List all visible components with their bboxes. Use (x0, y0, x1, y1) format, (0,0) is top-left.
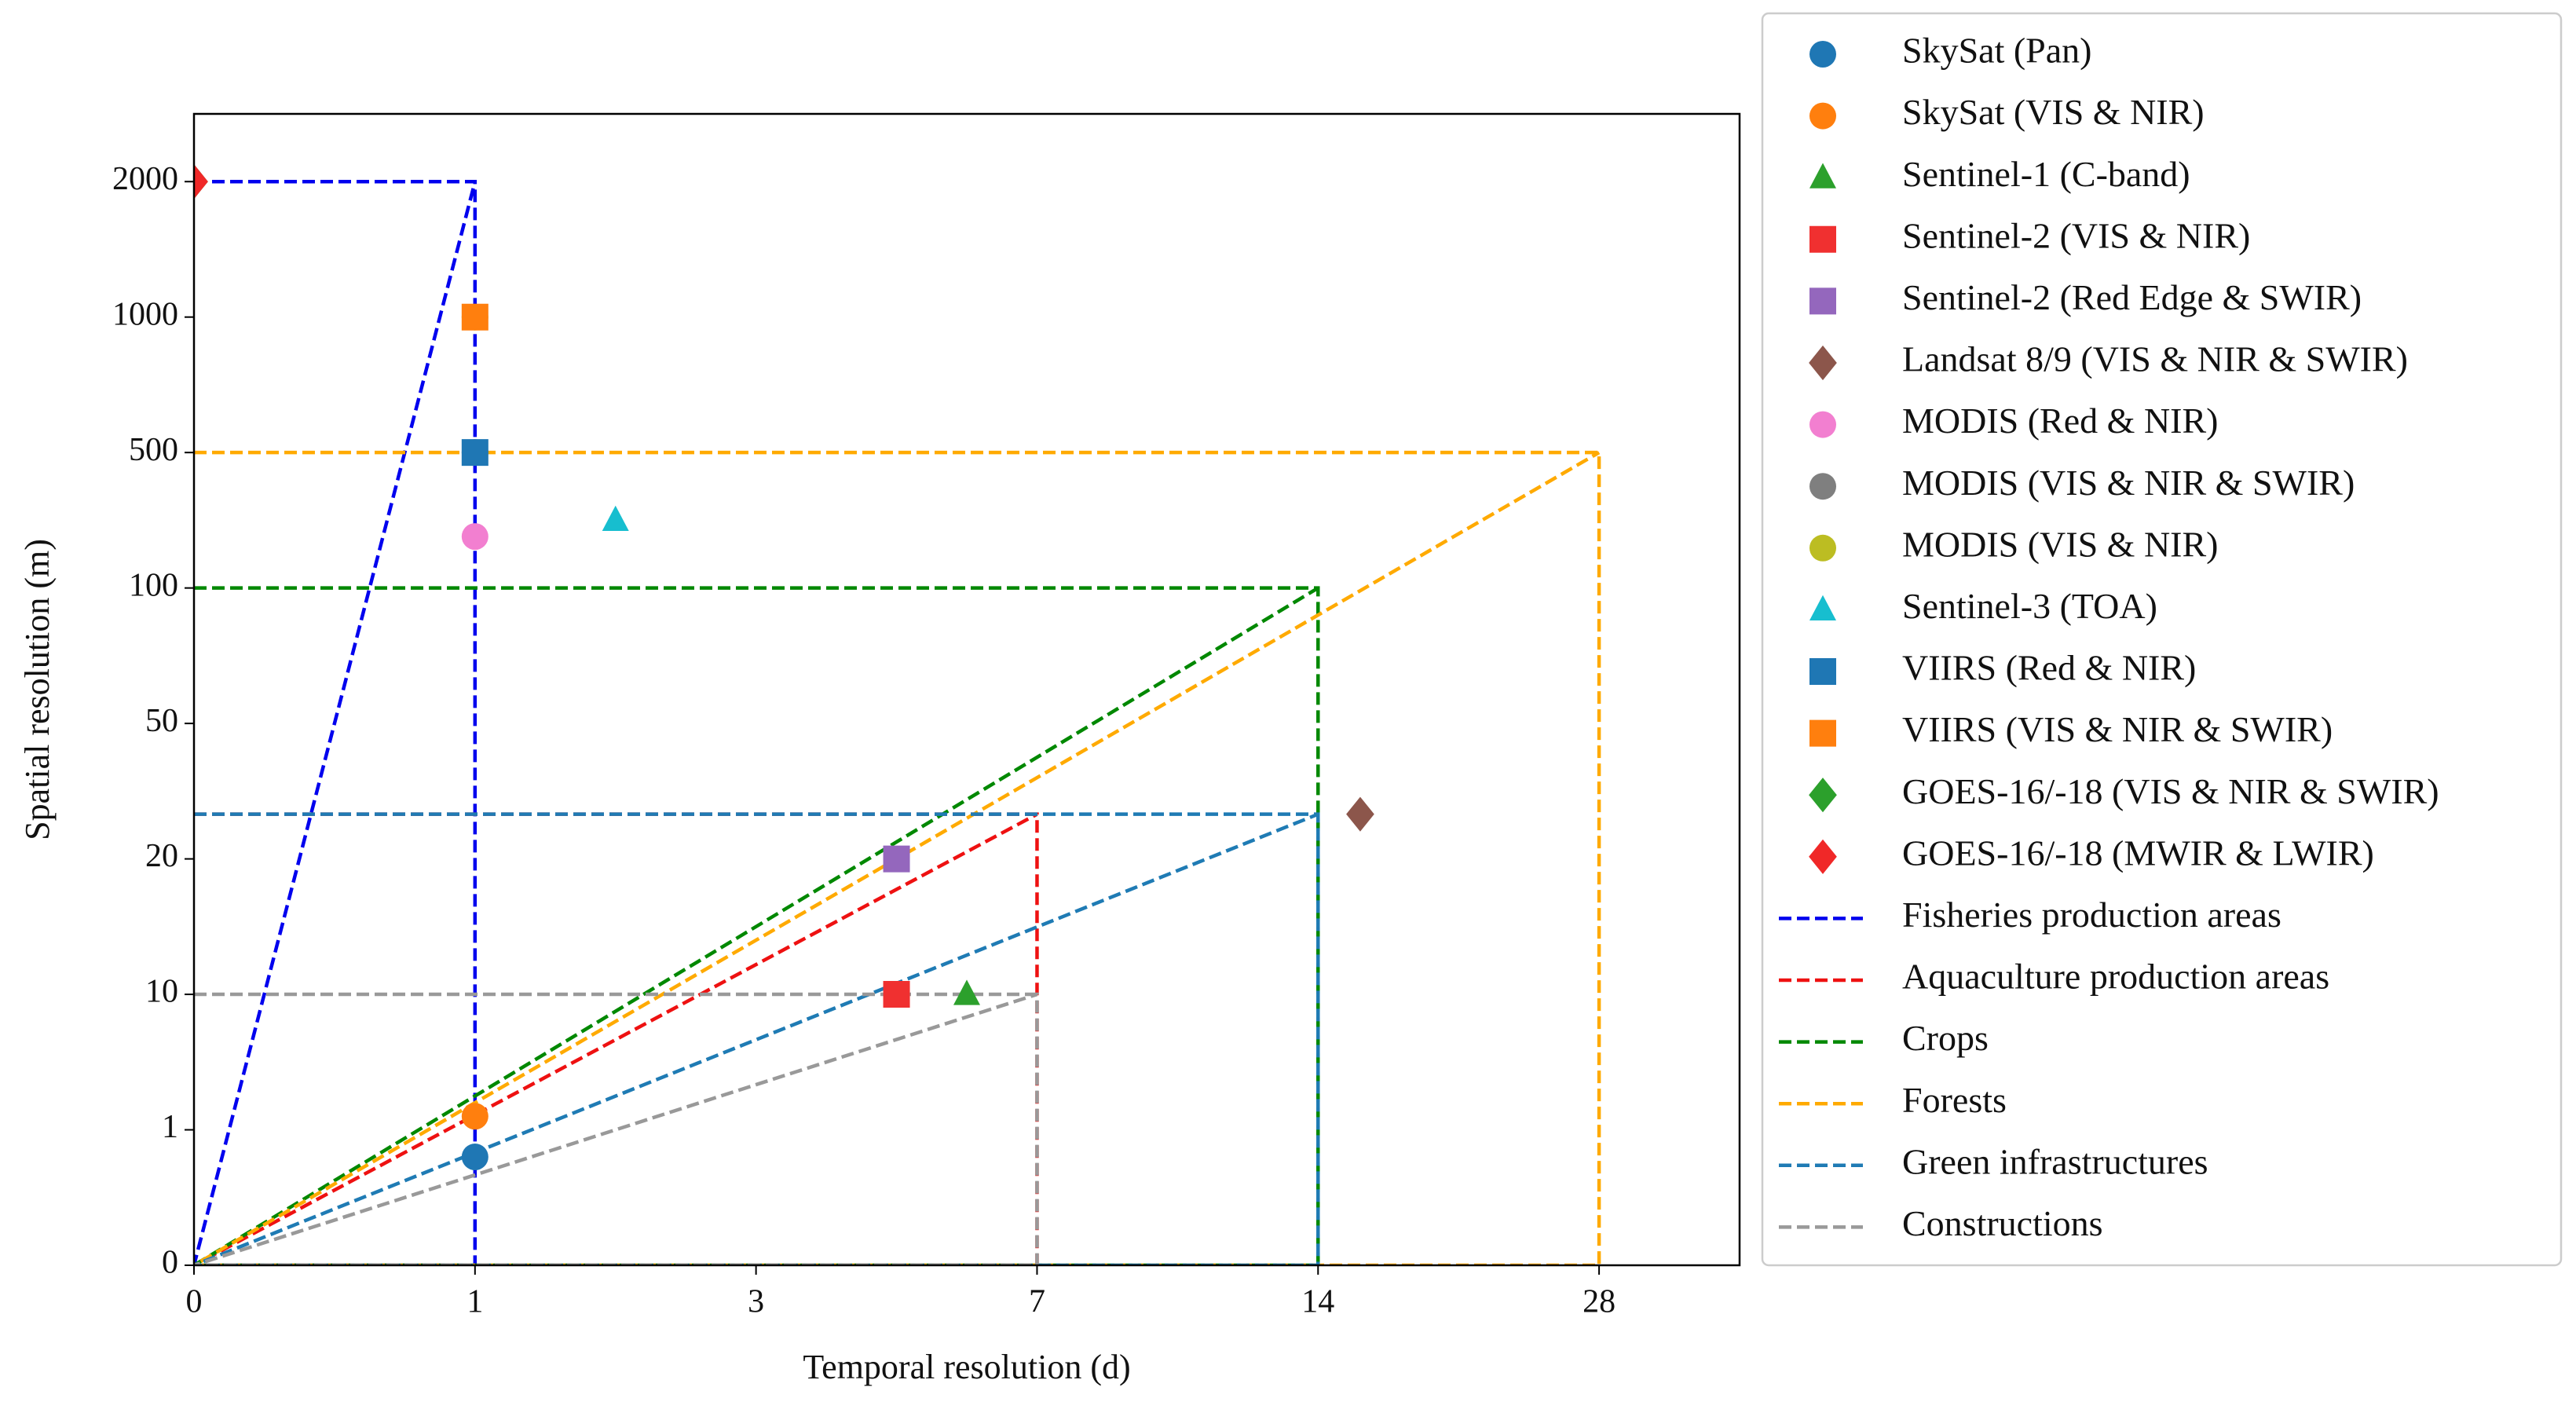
y-tick-label: 20 (145, 838, 178, 874)
x-tick-label: 7 (1029, 1284, 1045, 1320)
legend-label: MODIS (Red & NIR) (1902, 401, 2218, 441)
y-tick-label: 50 (145, 703, 178, 739)
marker (194, 164, 208, 199)
marker (461, 1144, 488, 1171)
legend-label: Landsat 8/9 (VIS & NIR & SWIR) (1902, 339, 2408, 379)
legend-marker (1809, 778, 1837, 813)
legend-label: Sentinel-2 (Red Edge & SWIR) (1902, 277, 2362, 317)
marker (953, 979, 980, 1005)
marker (461, 523, 488, 551)
legend-marker (1809, 287, 1836, 315)
legend-marker (1809, 534, 1836, 562)
legend-label: VIIRS (Red & NIR) (1902, 648, 2196, 688)
legend-marker (1809, 473, 1836, 500)
x-tick-label: 1 (467, 1284, 483, 1320)
legend-marker (1809, 595, 1836, 620)
legend-marker (1809, 719, 1836, 747)
y-tick-label: 500 (129, 432, 178, 468)
legend-label: Aquaculture production areas (1902, 957, 2329, 997)
y-axis-label: Spatial resolution (m) (18, 539, 57, 840)
legend-label: SkySat (VIS & NIR) (1902, 92, 2205, 132)
legend-label: Sentinel-2 (VIS & NIR) (1902, 215, 2250, 255)
legend-label: Crops (1902, 1018, 1989, 1058)
plot (194, 164, 1601, 1265)
legend-label: Fisheries production areas (1902, 895, 2281, 935)
legend-marker (1809, 41, 1836, 68)
x-tick-label: 0 (186, 1284, 203, 1320)
plot-frame (192, 112, 1741, 1267)
legend-marker (1809, 163, 1836, 188)
legend-label: VIIRS (VIS & NIR & SWIR) (1902, 709, 2333, 749)
dashed-line (194, 992, 1039, 1265)
legend-marker (1809, 345, 1837, 381)
y-tick-label: 0 (162, 1245, 178, 1281)
legend-marker (1809, 102, 1836, 130)
legend-marker (1809, 839, 1837, 874)
marker (1346, 796, 1374, 832)
dashed-line (194, 450, 1601, 1265)
marker (461, 303, 488, 331)
legend-box (1761, 12, 2563, 1267)
y-tick-label: 1000 (112, 296, 178, 332)
x-tick-label: 3 (748, 1284, 764, 1320)
legend-label: Forests (1902, 1080, 2007, 1120)
legend-label: MODIS (VIS & NIR & SWIR) (1902, 463, 2355, 503)
dashed-line (194, 812, 1320, 1265)
legend-label: GOES-16/-18 (VIS & NIR & SWIR) (1902, 771, 2439, 811)
legend-marker (1809, 411, 1836, 438)
legend-marker (1809, 658, 1836, 685)
y-tick-label: 1 (162, 1109, 178, 1145)
y-tick-label: 100 (129, 567, 178, 603)
legend-label: Green infrastructures (1902, 1141, 2208, 1181)
marker (883, 981, 910, 1008)
marker (461, 439, 488, 467)
marker (602, 505, 629, 532)
legend-marker (1809, 225, 1836, 253)
dashed-line (194, 179, 478, 1265)
legend-label: SkySat (Pan) (1902, 31, 2092, 71)
y-tick-label: 2000 (112, 161, 178, 197)
legend-label: Constructions (1902, 1203, 2103, 1243)
marker (461, 1103, 488, 1130)
dashed-line (194, 812, 1039, 1265)
dashed-line (194, 586, 1320, 1265)
x-axis-label: Temporal resolution (d) (803, 1348, 1130, 1386)
x-tick-label: 14 (1301, 1284, 1334, 1320)
y-tick-label: 10 (145, 974, 178, 1010)
legend-label: Sentinel-3 (TOA) (1902, 586, 2157, 626)
marker (883, 845, 910, 873)
legend-label: Sentinel-1 (C-band) (1902, 154, 2190, 194)
legend-label: MODIS (VIS & NIR) (1902, 524, 2219, 564)
legend-label: GOES-16/-18 (MWIR & LWIR) (1902, 833, 2374, 873)
x-tick-label: 28 (1583, 1284, 1615, 1320)
